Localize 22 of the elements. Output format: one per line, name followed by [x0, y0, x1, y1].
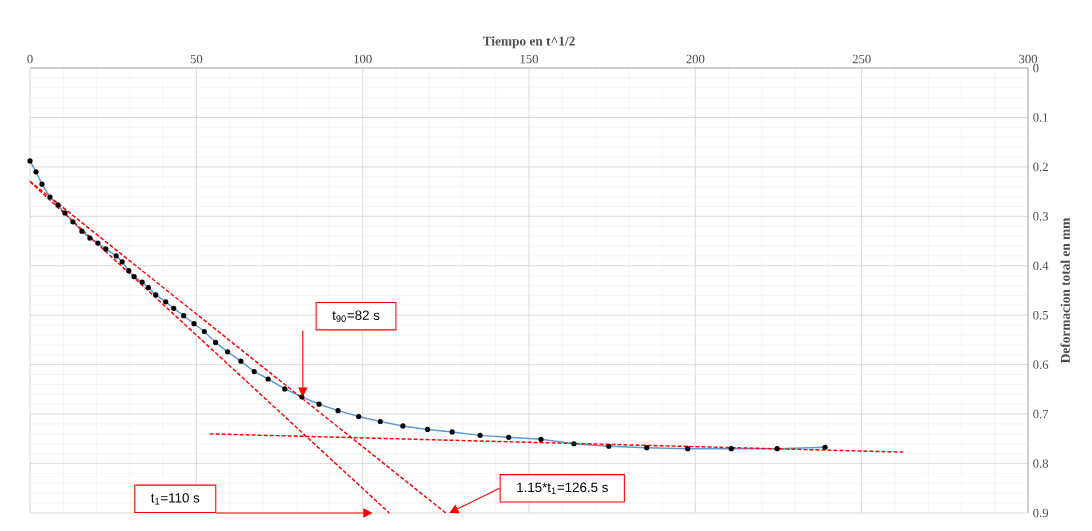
y-tick-label: 0.6 [1033, 360, 1049, 369]
y-tick-label: 0.2 [1033, 162, 1048, 172]
annotation: 1.15*t$_{1}$=126.5 s [517, 482, 608, 494]
x-tick-label: 50 [190, 54, 203, 64]
y-tick-label: 0.5 [1033, 310, 1049, 320]
x-tick-label: 300 [1019, 54, 1038, 64]
x-tick-label: 100 [354, 54, 372, 64]
y-tick-label: 0.3 [1033, 212, 1049, 221]
y-tick-label: 0.9 [1033, 508, 1049, 518]
y-tick-label: 0.1 [1033, 113, 1048, 122]
annotation: t$_{1}$=110 s [151, 493, 200, 505]
x-tick-label: 250 [852, 54, 871, 64]
x-tick-label: 150 [520, 54, 539, 64]
y-tick-label: 0.7 [1033, 409, 1049, 419]
y-tick-label: 0.8 [1033, 459, 1049, 468]
y-tick-label: 0 [1033, 63, 1039, 73]
x-axis-title: Tiempo en t^1/2 [482, 36, 575, 49]
annotation: t$_{90}$=82 s [332, 310, 380, 322]
y-tick-label: 0.4 [1033, 261, 1049, 271]
x-tick-label: 200 [686, 54, 705, 64]
x-tick-label: 0 [27, 54, 33, 64]
y-axis-title: Deformacion total en mm [1060, 217, 1070, 364]
